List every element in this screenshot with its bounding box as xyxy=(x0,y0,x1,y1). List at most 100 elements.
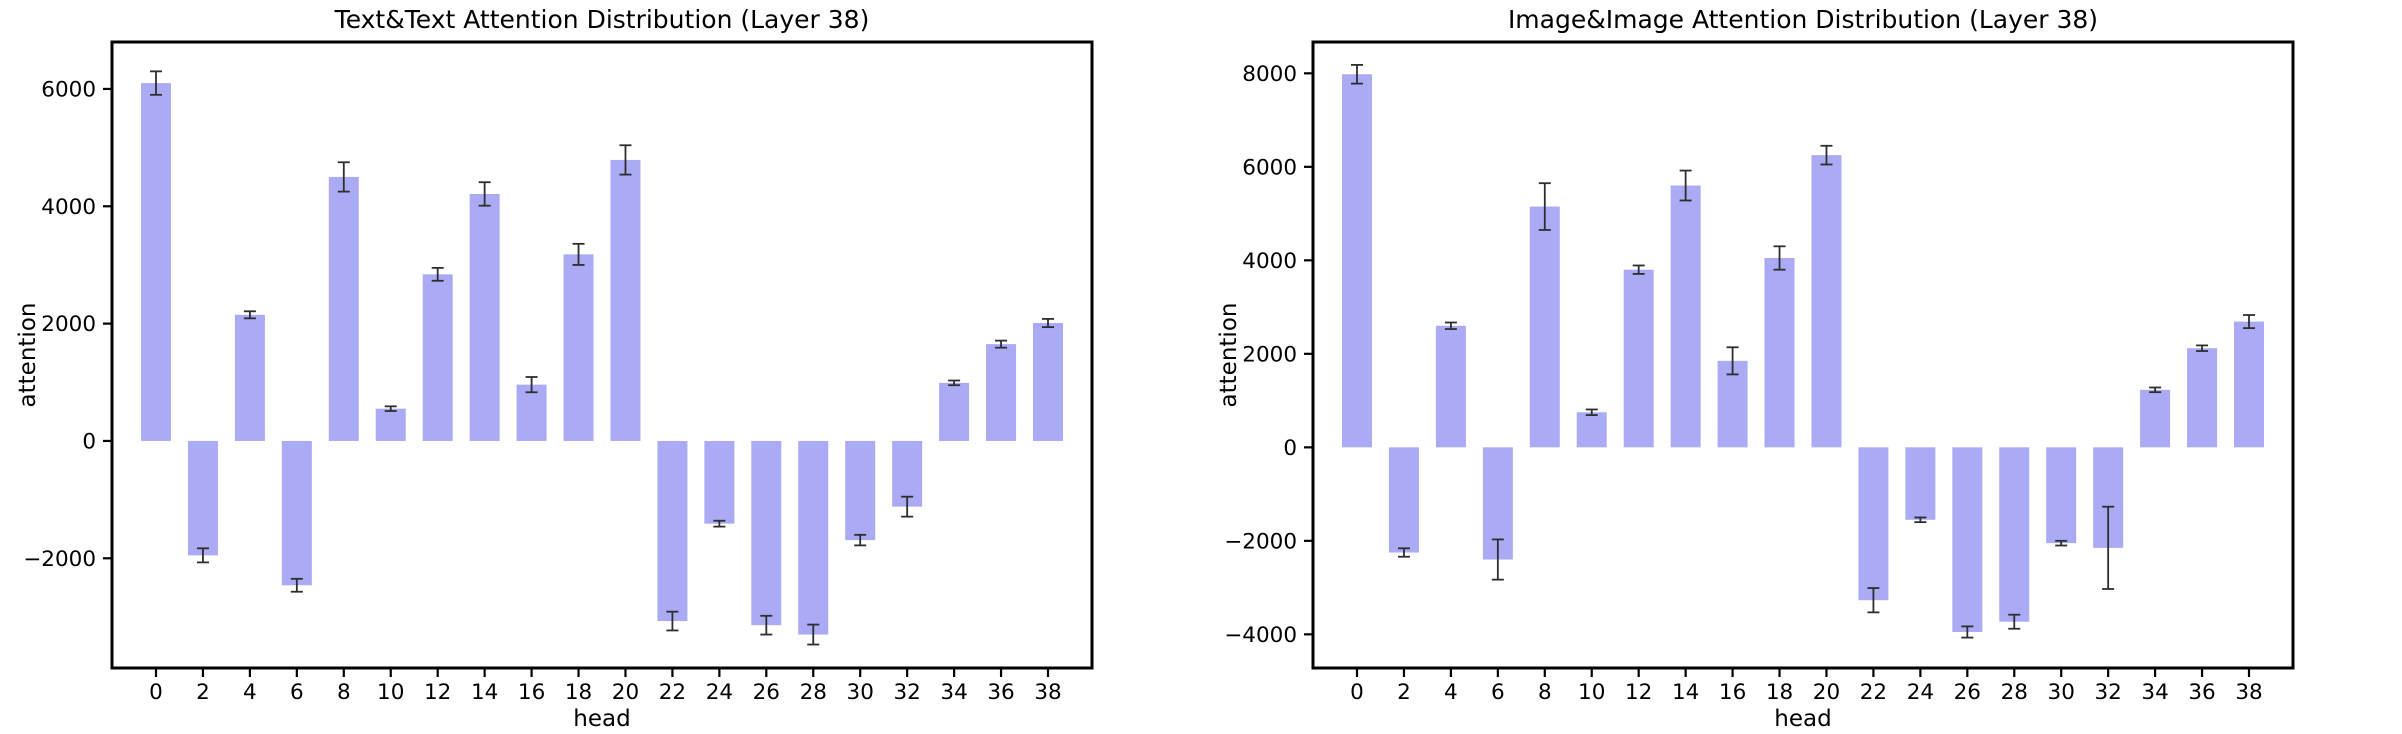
y-tick-label: 0 xyxy=(82,429,96,454)
x-axis-label: head xyxy=(573,706,630,732)
bar xyxy=(798,440,829,635)
x-tick-label: 24 xyxy=(706,680,733,705)
bar xyxy=(1905,447,1936,520)
y-tick-label: 4000 xyxy=(1242,249,1297,274)
x-tick-label: 14 xyxy=(471,680,498,705)
bar xyxy=(1435,325,1466,448)
plot-border xyxy=(110,40,1094,670)
x-tick-label: 8 xyxy=(337,680,351,705)
x-tick-label: 10 xyxy=(1578,680,1605,705)
y-axis-label: attention xyxy=(15,303,41,408)
x-tick-label: 18 xyxy=(565,680,592,705)
bar xyxy=(2234,321,2264,448)
bar xyxy=(1388,447,1419,553)
x-tick-label: 4 xyxy=(243,680,257,705)
plot-border xyxy=(1311,40,2295,670)
x-tick-label: 26 xyxy=(753,680,780,705)
y-tick-label: 8000 xyxy=(1242,62,1297,87)
y-tick-label: 6000 xyxy=(41,77,96,102)
y-tick-label: −2000 xyxy=(1224,529,1297,554)
bar xyxy=(187,440,218,556)
y-tick-label: −2000 xyxy=(23,547,96,572)
y-tick-label: 6000 xyxy=(1242,155,1297,180)
bar xyxy=(328,176,359,441)
bar xyxy=(1999,447,2030,622)
chart-title: Image&Image Attention Distribution (Laye… xyxy=(1508,5,2098,34)
bar xyxy=(1623,269,1654,448)
x-tick-label: 6 xyxy=(1491,680,1505,705)
chart-text-text-attention: −2000 0 2000 4000 6000 0 2 4 6 8 10 12 14 16 18 20 22 24 2… xyxy=(15,5,1094,732)
y-axis-label: attention xyxy=(1216,303,1242,408)
bar xyxy=(1529,206,1560,448)
bar xyxy=(751,440,782,626)
x-tick-label: 12 xyxy=(1625,680,1652,705)
x-tick-label: 30 xyxy=(2048,680,2075,705)
y-tick-label: −4000 xyxy=(1224,623,1297,648)
bar xyxy=(1858,447,1889,601)
x-tick-label: 38 xyxy=(2235,680,2262,705)
x-tick-label: 0 xyxy=(1350,680,1364,705)
chart-background xyxy=(1201,0,2402,734)
x-tick-label: 8 xyxy=(1538,680,1552,705)
x-tick-label: 2 xyxy=(196,680,210,705)
chart-image-image-attention: −4000 −2000 0 2000 4000 6000 8000 0 2 4 6 8 10 12 14 16… xyxy=(1201,0,2402,734)
x-tick-label: 14 xyxy=(1672,680,1699,705)
x-tick-label: 0 xyxy=(149,680,163,705)
x-tick-label: 20 xyxy=(612,680,639,705)
x-tick-label: 24 xyxy=(1907,680,1934,705)
bar xyxy=(2046,447,2077,544)
y-tick-label: 0 xyxy=(1283,436,1297,461)
bar xyxy=(657,440,688,622)
x-tick-label: 2 xyxy=(1397,680,1411,705)
bar xyxy=(469,193,500,441)
bar xyxy=(2140,389,2171,448)
bar xyxy=(516,384,547,441)
bar xyxy=(610,159,641,441)
x-tick-label: 36 xyxy=(987,680,1014,705)
x-tick-label: 38 xyxy=(1034,680,1061,705)
x-tick-label: 28 xyxy=(2001,680,2028,705)
y-tick-label: 2000 xyxy=(1242,342,1297,367)
x-tick-label: 10 xyxy=(377,680,404,705)
x-tick-label: 34 xyxy=(2141,680,2168,705)
bar xyxy=(1952,447,1983,633)
bar xyxy=(563,254,594,441)
bar xyxy=(234,314,265,441)
x-tick-label: 32 xyxy=(893,680,920,705)
bar xyxy=(892,440,923,507)
bar xyxy=(1576,412,1607,448)
x-axis-label: head xyxy=(1774,706,1831,732)
bar xyxy=(1342,74,1372,448)
x-tick-label: 16 xyxy=(518,680,545,705)
bar xyxy=(1764,257,1795,448)
x-tick-label: 6 xyxy=(290,680,304,705)
x-tick-label: 22 xyxy=(1860,680,1887,705)
bar xyxy=(1670,185,1701,448)
bar xyxy=(281,440,312,586)
x-tick-label: 32 xyxy=(2094,680,2121,705)
x-tick-label: 12 xyxy=(424,680,451,705)
x-tick-label: 26 xyxy=(1954,680,1981,705)
bar xyxy=(422,274,453,441)
x-tick-label: 4 xyxy=(1444,680,1458,705)
bar xyxy=(986,344,1017,441)
x-tick-label: 18 xyxy=(1766,680,1793,705)
bar xyxy=(2187,348,2218,448)
bar xyxy=(939,382,970,441)
bar xyxy=(704,440,735,524)
x-tick-label: 34 xyxy=(940,680,967,705)
bar xyxy=(845,440,876,541)
bar xyxy=(141,83,171,441)
bar xyxy=(375,408,406,441)
chart-title: Text&Text Attention Distribution (Layer … xyxy=(334,5,870,34)
x-tick-label: 20 xyxy=(1813,680,1840,705)
x-tick-label: 36 xyxy=(2188,680,2215,705)
x-tick-label: 16 xyxy=(1719,680,1746,705)
y-tick-label: 2000 xyxy=(41,312,96,337)
bar xyxy=(1033,323,1063,441)
x-tick-label: 30 xyxy=(847,680,874,705)
x-tick-label: 28 xyxy=(800,680,827,705)
